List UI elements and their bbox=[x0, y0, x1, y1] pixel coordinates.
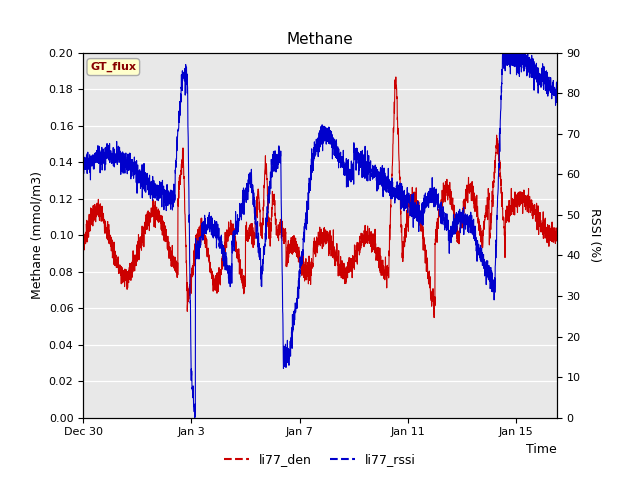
Y-axis label: Methane (mmol/m3): Methane (mmol/m3) bbox=[30, 171, 43, 299]
Legend: li77_den, li77_rssi: li77_den, li77_rssi bbox=[219, 448, 421, 471]
Y-axis label: RSSI (%): RSSI (%) bbox=[589, 208, 602, 262]
Title: Methane: Methane bbox=[287, 33, 353, 48]
Text: GT_flux: GT_flux bbox=[90, 62, 136, 72]
X-axis label: Time: Time bbox=[526, 443, 557, 456]
